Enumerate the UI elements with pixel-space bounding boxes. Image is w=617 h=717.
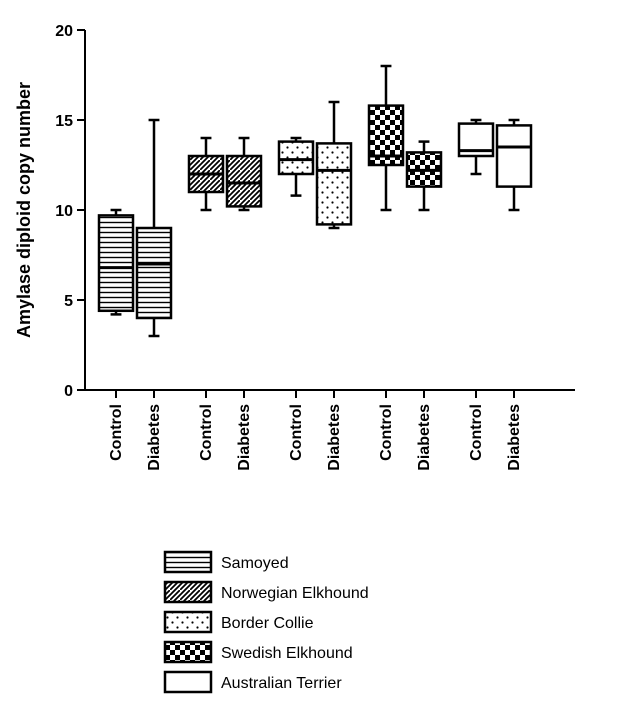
x-category-label: Diabetes [506,404,523,471]
y-axis-title: Amylase diploid copy number [14,82,34,338]
y-tick-label: 15 [55,113,73,130]
boxplot-chart: 0 5 10 15 20 Amylase diploid copy number Contr… [0,0,617,717]
boxplot-box [317,102,351,228]
boxplot-box [497,120,531,210]
x-category-label: Control [468,404,485,461]
y-tick-label: 10 [55,203,73,220]
x-category-label: Control [198,404,215,461]
legend-swatch [165,642,211,662]
legend-swatch [165,582,211,602]
legend-label: Australian Terrier [221,675,342,692]
legend-label: Samoyed [221,555,289,572]
boxplot-box [99,210,133,314]
y-tick-label: 0 [64,383,73,400]
legend-label: Swedish Elkhound [221,645,353,662]
legend-item: Swedish Elkhound [165,642,353,662]
legend-label: Border Collie [221,615,314,632]
legend-item: Australian Terrier [165,672,342,692]
boxplot-box [407,142,441,210]
x-category-label: Diabetes [236,404,253,471]
x-category-label: Diabetes [146,404,163,471]
y-tick-label: 20 [55,23,73,40]
boxplot-box [189,138,223,210]
legend-swatch [165,552,211,572]
x-category-label: Control [288,404,305,461]
boxplot-box [279,138,313,196]
legend-swatch [165,672,211,692]
chart-container: 0 5 10 15 20 Amylase diploid copy number Contr… [0,0,617,717]
x-category-label: Control [378,404,395,461]
legend-label: Norwegian Elkhound [221,585,369,602]
legend-swatch [165,612,211,632]
y-tick-label: 5 [64,293,73,310]
legend-item: Border Collie [165,612,314,632]
legend-item: Samoyed [165,552,289,572]
x-category-label: Diabetes [326,404,343,471]
boxplot-box [227,138,261,210]
boxplot-box [459,120,493,174]
boxplot-box [369,66,403,210]
boxplot-box [137,120,171,336]
x-category-label: Diabetes [416,404,433,471]
x-category-label: Control [108,404,125,461]
legend-item: Norwegian Elkhound [165,582,369,602]
